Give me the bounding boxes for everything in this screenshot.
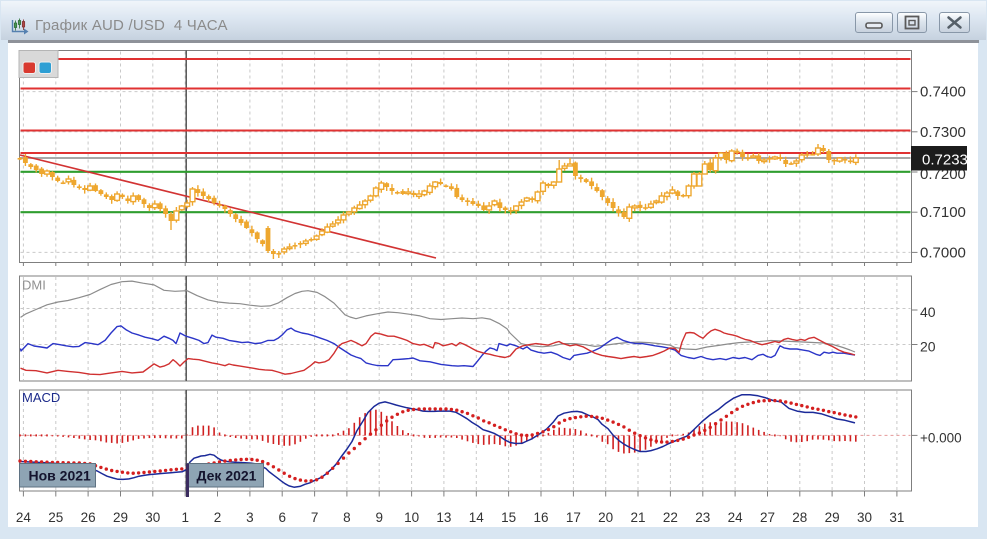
svg-text:22: 22 — [663, 510, 678, 525]
svg-text:28: 28 — [792, 510, 807, 525]
svg-text:MACD: MACD — [22, 390, 60, 405]
svg-text:13: 13 — [436, 510, 451, 525]
svg-text:21: 21 — [630, 510, 645, 525]
svg-text:Дек 2021: Дек 2021 — [197, 468, 257, 484]
svg-text:24: 24 — [728, 510, 744, 525]
svg-text:0.7100: 0.7100 — [920, 204, 966, 221]
svg-text:2: 2 — [214, 510, 222, 525]
svg-text:40: 40 — [920, 304, 936, 320]
svg-text:+0.000: +0.000 — [920, 431, 962, 446]
svg-text:31: 31 — [889, 510, 904, 525]
svg-text:0.7400: 0.7400 — [920, 84, 966, 101]
svg-text:0.7000: 0.7000 — [920, 244, 966, 261]
svg-text:30: 30 — [857, 510, 872, 525]
svg-text:24: 24 — [16, 510, 32, 525]
svg-text:16: 16 — [533, 510, 548, 525]
svg-text:10: 10 — [404, 510, 419, 525]
svg-text:0.7233: 0.7233 — [922, 152, 968, 169]
svg-text:14: 14 — [469, 510, 485, 525]
svg-text:17: 17 — [566, 510, 581, 525]
svg-text:20: 20 — [598, 510, 613, 525]
svg-text:0.7300: 0.7300 — [920, 124, 966, 141]
svg-text:29: 29 — [113, 510, 128, 525]
svg-text:23: 23 — [695, 510, 710, 525]
svg-text:30: 30 — [145, 510, 160, 525]
svg-text:6: 6 — [278, 510, 286, 525]
svg-text:1: 1 — [181, 510, 189, 525]
svg-text:20: 20 — [920, 339, 936, 355]
svg-text:7: 7 — [311, 510, 319, 525]
svg-text:15: 15 — [501, 510, 516, 525]
svg-text:3: 3 — [246, 510, 254, 525]
svg-text:Нов 2021: Нов 2021 — [29, 468, 92, 484]
svg-text:29: 29 — [825, 510, 840, 525]
svg-text:26: 26 — [81, 510, 96, 525]
svg-text:8: 8 — [343, 510, 351, 525]
svg-text:DMI: DMI — [22, 278, 46, 293]
svg-text:25: 25 — [48, 510, 63, 525]
svg-text:9: 9 — [375, 510, 383, 525]
svg-text:27: 27 — [760, 510, 775, 525]
